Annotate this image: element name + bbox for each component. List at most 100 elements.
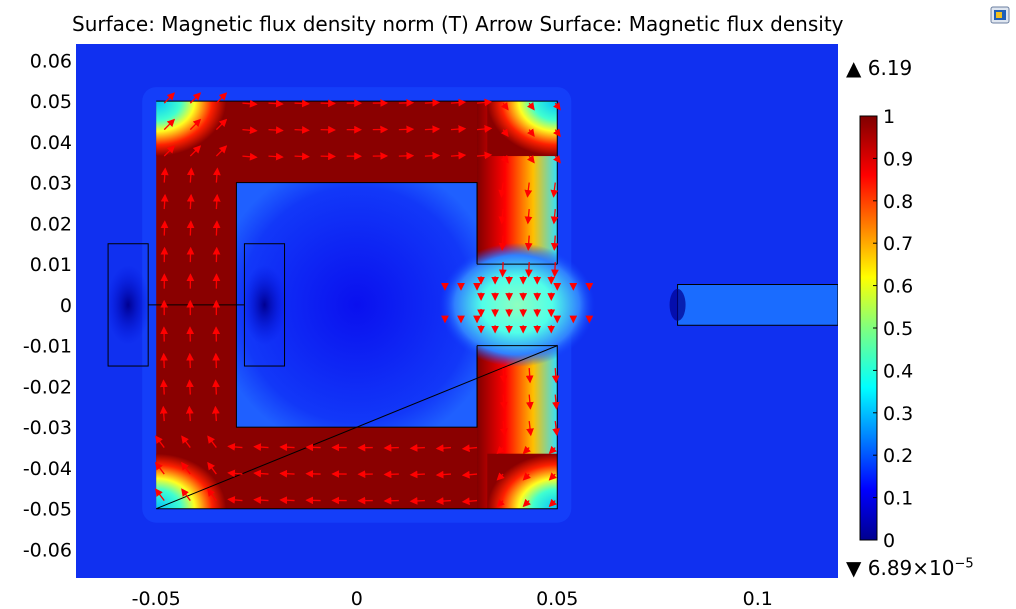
flux-arrow: [522, 498, 531, 508]
flux-arrow: [526, 154, 535, 164]
min-triangle-icon: ▼: [846, 556, 862, 580]
flux-arrow: [522, 472, 531, 481]
flux-arrow: [186, 220, 195, 236]
flux-arrow: [496, 445, 505, 455]
flux-arrow: [160, 220, 169, 236]
flux-arrow: [409, 497, 425, 505]
flux-arrow: [496, 498, 505, 508]
flux-arrow: [550, 209, 559, 225]
flux-arrow: [524, 262, 533, 278]
flux-arrow: [186, 352, 194, 369]
coil-right-field: [242, 264, 287, 345]
corner-region: [487, 101, 558, 157]
flux-arrow: [522, 445, 531, 455]
flux-arrow: [499, 394, 508, 410]
y-tick-label: -0.06: [23, 539, 72, 561]
flux-arrow: [159, 405, 168, 422]
flux-arrow: [525, 368, 534, 384]
flux-arrow: [207, 488, 217, 501]
y-axis: 0.06 0.05 0.04 0.03 0.02 0.01 0 -0.01 -0.02 -0.03…: [23, 50, 72, 561]
flux-arrow: [524, 182, 533, 198]
flux-arrow: [496, 472, 505, 481]
flux-arrow: [268, 152, 284, 161]
flux-arrow: [450, 98, 467, 107]
flux-arrow: [476, 98, 493, 107]
flux-arrow: [279, 469, 295, 478]
y-tick-label: 0.03: [30, 173, 72, 195]
y-tick-label: -0.04: [23, 458, 72, 480]
flux-arrow: [553, 154, 561, 164]
x-tick-label: 0.1: [743, 588, 773, 609]
flux-arrow: [498, 209, 507, 225]
flux-arrow: [500, 154, 509, 164]
export-image-icon[interactable]: [990, 6, 1010, 24]
flux-arrow: [212, 220, 221, 236]
air-gap-field: [439, 242, 596, 367]
field-arrows: [155, 92, 594, 508]
flux-arrow: [424, 151, 441, 160]
flux-arrow: [461, 470, 478, 479]
y-tick-label: 0: [60, 295, 72, 317]
flux-arrow: [155, 461, 165, 475]
y-tick-label: 0.04: [30, 132, 72, 154]
plot-area: [76, 44, 838, 578]
flux-arrow: [186, 379, 194, 395]
colorbar-tick-label: 0.6: [883, 276, 913, 298]
flux-arrow: [207, 435, 217, 448]
colorbar-tick-label: 0.4: [883, 360, 913, 382]
flux-arrow: [160, 352, 168, 369]
y-tick-label: -0.03: [23, 417, 72, 439]
flux-arrow: [215, 118, 228, 131]
flux-arrow: [186, 167, 195, 183]
flux-arrow: [552, 394, 560, 410]
flux-arrow: [268, 99, 284, 108]
flux-arrow: [160, 167, 169, 183]
flux-arrow: [253, 496, 269, 504]
flux-arrow: [159, 379, 168, 395]
colorbar-tick-label: 0.8: [883, 191, 913, 213]
colorbar-ticks: 1 0.9 0.8 0.7 0.6 0.5 0.4 0.3 0.2 0.1 0: [873, 106, 913, 552]
flux-arrow: [242, 99, 258, 108]
y-tick-label: -0.05: [23, 499, 72, 521]
flux-arrow: [526, 101, 535, 111]
x-axis: -0.05 0 0.05 0.1: [132, 588, 773, 609]
flux-arrow: [242, 126, 258, 135]
flux-arrow: [189, 92, 202, 104]
flux-arrow: [525, 394, 534, 410]
flux-arrow: [550, 182, 559, 198]
flux-arrow: [435, 497, 452, 505]
flux-arrow: [461, 444, 478, 453]
flux-arrow: [294, 99, 310, 108]
flux-arrow: [500, 128, 509, 138]
flux-arrow: [155, 488, 165, 501]
flux-arrow: [213, 167, 221, 183]
flux-arrow: [524, 235, 533, 251]
flux-arrow: [500, 101, 509, 111]
flux-arrow: [185, 405, 194, 422]
flux-arrow: [215, 145, 228, 157]
flux-arrow: [215, 92, 228, 104]
flux-arrow: [435, 470, 452, 479]
flux-arrow: [476, 151, 493, 160]
flux-arrow: [476, 125, 493, 133]
flux-arrow: [499, 368, 508, 384]
flux-arrow: [551, 368, 560, 384]
x-tick-label: 0: [351, 588, 363, 609]
flux-arrow: [553, 101, 561, 111]
x-tick-label: 0.05: [536, 588, 578, 609]
flux-arrow: [242, 152, 258, 161]
colorbar-tick-label: 0: [883, 530, 895, 552]
core-outline: [156, 100, 558, 510]
flux-arrow: [409, 470, 425, 479]
y-tick-label: -0.02: [23, 376, 72, 398]
flux-arrow: [253, 469, 269, 478]
colorbar-tick-label: 0.9: [883, 148, 913, 170]
flux-arrow: [227, 469, 243, 478]
flux-arrow: [526, 128, 535, 138]
flux-arrow: [450, 151, 467, 160]
y-tick-label: 0.02: [30, 213, 72, 235]
flux-arrow: [498, 262, 507, 278]
flux-arrow: [498, 235, 507, 251]
colorbar-tick-label: 1: [883, 106, 895, 128]
